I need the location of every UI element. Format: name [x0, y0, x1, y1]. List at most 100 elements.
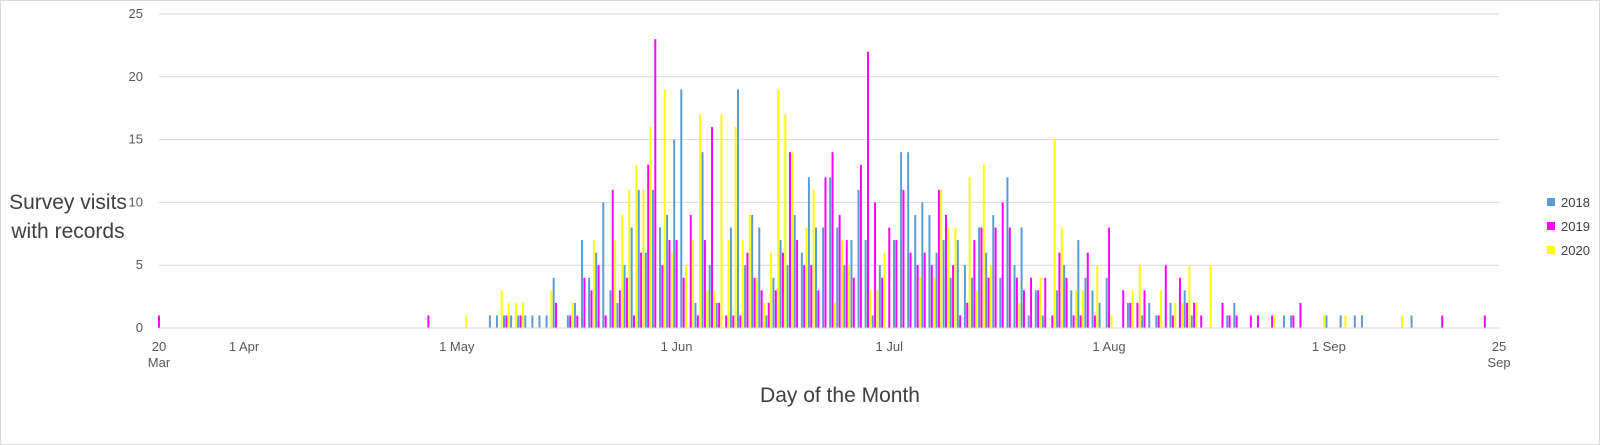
bar-2019: [959, 315, 962, 328]
bar-2020: [521, 302, 524, 328]
bar-2020: [635, 164, 638, 328]
bar-2019: [760, 290, 763, 328]
bar-2018: [708, 265, 711, 328]
bar-2020: [699, 114, 702, 328]
bar-2019: [774, 290, 777, 328]
bar-2019: [987, 277, 990, 328]
bar-2019: [1483, 315, 1486, 328]
bar-2020: [550, 290, 553, 328]
bar-2019: [689, 214, 692, 328]
x-tick-label: 1 Jun: [661, 339, 693, 354]
bar-2019: [1164, 265, 1167, 328]
bar-2019: [696, 315, 699, 328]
bar-2018: [1070, 290, 1073, 328]
bar-2019: [1200, 315, 1203, 328]
bar-2018: [1098, 302, 1101, 328]
legend-item-2020: 2020: [1547, 238, 1590, 262]
bar-2018: [772, 277, 775, 328]
bar-2020: [465, 315, 468, 328]
bar-2018: [659, 227, 662, 328]
bar-2018: [1339, 315, 1342, 328]
bar-2019: [1136, 302, 1139, 328]
bar-2019: [945, 214, 947, 328]
bar-2020: [982, 164, 985, 328]
legend-item-2018: 2018: [1547, 190, 1590, 214]
bar-2020: [975, 290, 978, 328]
bar-2018: [488, 315, 491, 328]
bar-2018: [850, 240, 853, 328]
bar-2019: [1249, 315, 1252, 328]
bar-2018: [1077, 240, 1080, 328]
bar-2018: [963, 265, 966, 328]
bar-2018: [1105, 277, 1108, 328]
legend-label-2020: 2020: [1561, 242, 1590, 258]
bar-2019: [1093, 315, 1096, 328]
bar-2020: [812, 189, 815, 328]
bar-2019: [647, 164, 650, 328]
bar-2018: [1148, 302, 1151, 328]
bar-2020: [1181, 302, 1184, 328]
bar-2019: [1008, 227, 1011, 328]
bar-2018: [552, 277, 555, 328]
bar-2020: [642, 189, 645, 328]
bar-2019: [937, 189, 940, 328]
bar-2019: [1256, 315, 1259, 328]
bar-2020: [748, 214, 751, 328]
bar-2020: [663, 89, 666, 328]
bar-2019: [739, 315, 742, 328]
bar-2018: [970, 277, 973, 328]
bar-2020: [507, 302, 510, 328]
bar-2020: [763, 302, 765, 328]
bar-2018: [510, 315, 513, 328]
bar-2020: [685, 265, 688, 328]
bar-2018: [864, 240, 867, 328]
bar-2020: [727, 240, 730, 328]
bar-2018: [836, 227, 839, 328]
bar-2019: [852, 277, 855, 328]
bar-2018: [694, 302, 697, 328]
bar-2018: [1141, 315, 1144, 328]
bar-2018: [999, 277, 1002, 328]
bar-2019: [973, 240, 976, 328]
bar-2020: [755, 277, 758, 328]
bar-2018: [793, 214, 796, 328]
bar-2018: [729, 227, 732, 328]
bar-2018: [893, 240, 895, 328]
bar-2019: [817, 290, 820, 328]
bar-2019: [1122, 290, 1125, 328]
bar-2019: [1001, 202, 1004, 328]
bar-2019: [1193, 302, 1196, 328]
bar-2018: [680, 89, 683, 328]
bar-2019: [874, 202, 877, 328]
bar-2019: [994, 227, 997, 328]
bar-2018: [595, 252, 598, 328]
bar-2020: [1195, 302, 1198, 328]
bar-2020: [784, 114, 787, 328]
x-tick-label: Sep: [1487, 355, 1510, 370]
bar-2019: [1228, 315, 1231, 328]
bar-2020: [1018, 302, 1021, 328]
x-tick-label: 1 Aug: [1092, 339, 1125, 354]
bar-2020: [1344, 315, 1347, 328]
bar-2018: [949, 277, 952, 328]
y-tick-label: 25: [129, 6, 143, 21]
legend-swatch-2020: [1547, 246, 1555, 254]
x-tick-label: Mar: [148, 355, 171, 370]
bar-2020: [692, 240, 695, 328]
bar-2018: [545, 315, 548, 328]
x-tick-label: 1 Sep: [1312, 339, 1346, 354]
bar-2020: [734, 127, 737, 328]
bar-2020: [500, 290, 503, 328]
bar-2018: [914, 214, 917, 328]
bar-2020: [670, 252, 673, 328]
bar-2020: [791, 152, 794, 328]
bar-2018: [1063, 265, 1066, 328]
bar-2019: [668, 240, 671, 328]
bar-2018: [822, 227, 825, 328]
bar-2020: [649, 127, 652, 328]
bar-2019: [675, 240, 678, 328]
bar-2018: [942, 240, 945, 328]
bar-2019: [810, 265, 813, 328]
